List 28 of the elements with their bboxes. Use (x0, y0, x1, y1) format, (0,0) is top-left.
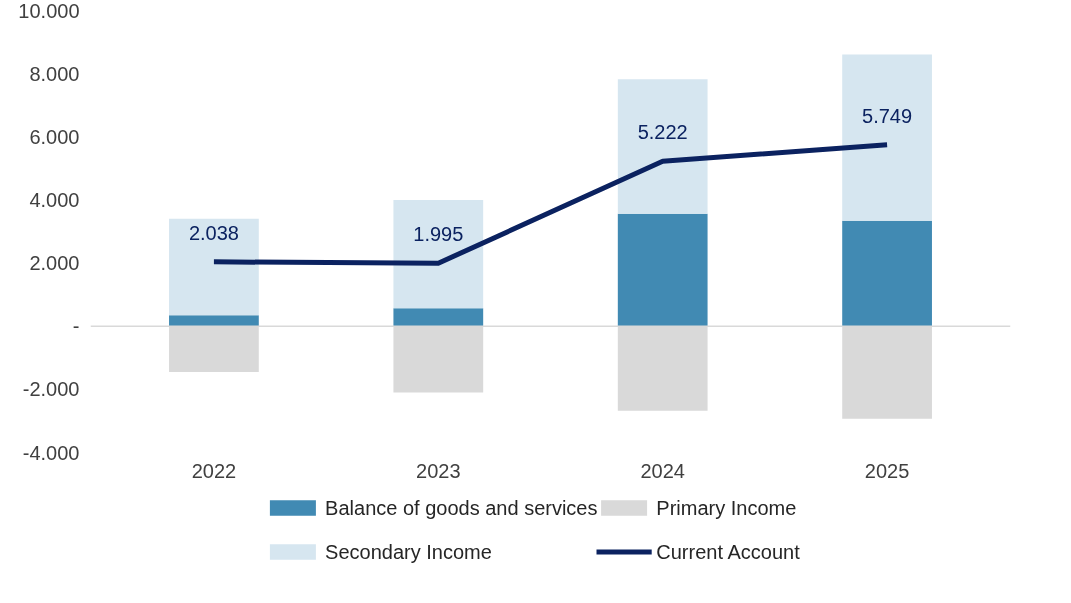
legend-label: Balance of goods and services (325, 497, 598, 519)
legend-label: Primary Income (656, 497, 797, 519)
bar (617, 79, 708, 214)
x-tick-label: 2023 (416, 459, 461, 482)
y-tick-label: 4.000 (29, 188, 80, 211)
bar (842, 220, 932, 327)
y-tick-label: 8.000 (29, 62, 80, 85)
bar (169, 218, 259, 316)
y-tick-label: -2.000 (22, 378, 80, 401)
data-label: 5.222 (637, 121, 688, 144)
legend-label: Current Account (656, 541, 801, 563)
bar (169, 315, 259, 327)
bar (617, 213, 708, 327)
bar (393, 199, 484, 309)
x-tick-label: 2022 (191, 459, 237, 482)
data-label: 5.749 (862, 104, 913, 127)
data-label: 2.038 (188, 221, 239, 244)
data-label: 1.995 (413, 223, 464, 246)
y-tick-label: 2.000 (29, 252, 80, 275)
legend-label: Secondary Income (325, 541, 492, 563)
bar (393, 308, 484, 327)
bar (842, 54, 932, 221)
y-tick-label: - (72, 315, 80, 338)
y-tick-label: 6.000 (29, 125, 80, 148)
x-tick-label: 2024 (640, 459, 685, 482)
y-tick-label: -4.000 (22, 441, 80, 464)
y-tick-label: 10.000 (18, 0, 80, 22)
x-tick-label: 2025 (864, 459, 910, 482)
